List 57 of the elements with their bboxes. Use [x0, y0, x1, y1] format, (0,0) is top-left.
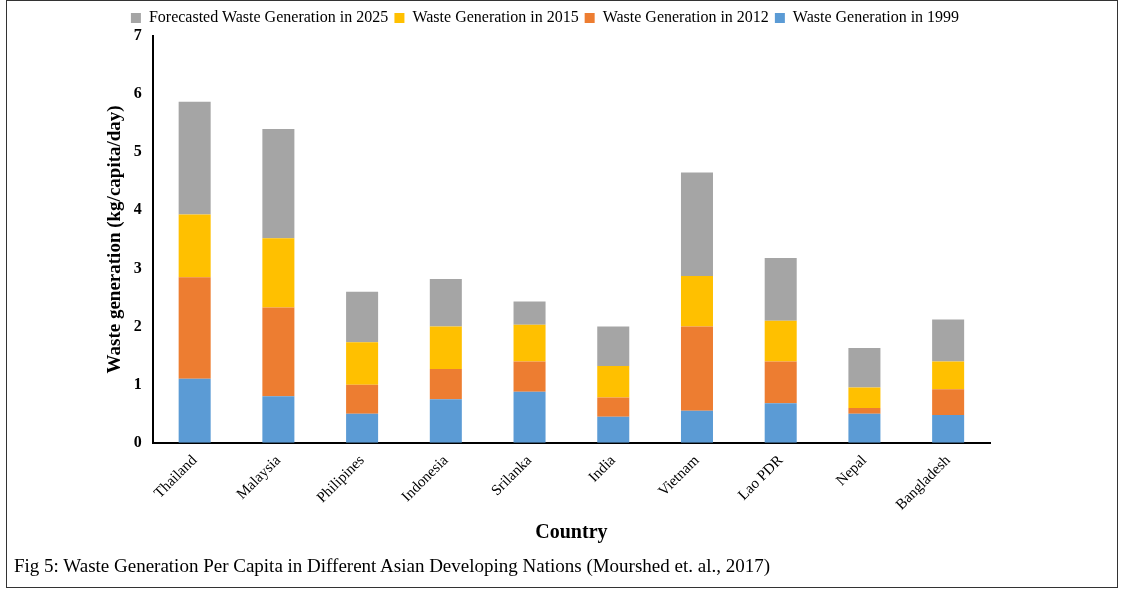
bar	[429, 399, 462, 443]
bar	[932, 414, 965, 443]
bar	[848, 407, 881, 414]
y-tick-label: 6	[133, 84, 142, 102]
bar	[346, 413, 379, 443]
bar	[346, 384, 379, 414]
x-tick-label: Lao PDR	[734, 451, 786, 503]
y-tick-label: 2	[133, 316, 142, 334]
caption: Fig 5: Waste Generation Per Capita in Different Asian Developing Nations (Mourshed et. al., 2017)	[14, 555, 771, 577]
bar	[178, 101, 211, 215]
x-tick-label: India	[585, 451, 619, 485]
bar	[848, 348, 881, 388]
y-tick-label: 3	[133, 258, 142, 276]
bar	[178, 277, 211, 379]
bar	[932, 361, 965, 390]
bar	[764, 361, 797, 404]
legend-label: Forecasted Waste Generation in 2025	[148, 8, 389, 26]
bar	[680, 172, 713, 276]
y-axis-title: Waste generation (kg/capita/day)	[103, 105, 126, 374]
bar	[848, 413, 881, 443]
bar	[764, 320, 797, 362]
bar	[764, 403, 797, 443]
bar	[848, 387, 881, 408]
legend-label: Waste Generation in 1999	[792, 8, 960, 26]
x-axis-title: Country	[535, 520, 608, 544]
bar	[178, 378, 211, 443]
y-tick-label: 4	[133, 200, 142, 218]
bar	[597, 326, 630, 367]
y-tick-label: 0	[133, 432, 142, 450]
y-tick-label: 5	[133, 142, 142, 160]
bar	[932, 319, 965, 362]
bar	[429, 278, 462, 327]
bar	[597, 366, 630, 398]
bar	[262, 396, 295, 443]
bar	[597, 397, 630, 417]
bar	[513, 361, 546, 392]
legend-label: Waste Generation in 2012	[602, 8, 769, 26]
y-tick-label: 1	[133, 374, 142, 392]
bar	[680, 410, 713, 443]
bar	[513, 324, 546, 362]
bar	[597, 416, 630, 443]
bar	[680, 326, 713, 411]
bar	[429, 326, 462, 369]
bar	[513, 391, 546, 443]
bar	[346, 291, 379, 343]
bar	[262, 128, 295, 239]
bar	[429, 368, 462, 400]
bar	[262, 238, 295, 308]
bar	[346, 342, 379, 385]
bar	[262, 307, 295, 397]
bar	[178, 214, 211, 278]
bar	[680, 276, 713, 327]
y-tick-label: 7	[133, 26, 142, 44]
bar	[513, 301, 546, 325]
bar	[764, 257, 797, 321]
bar	[932, 389, 965, 415]
legend-label: Waste Generation in 2015	[412, 8, 579, 26]
